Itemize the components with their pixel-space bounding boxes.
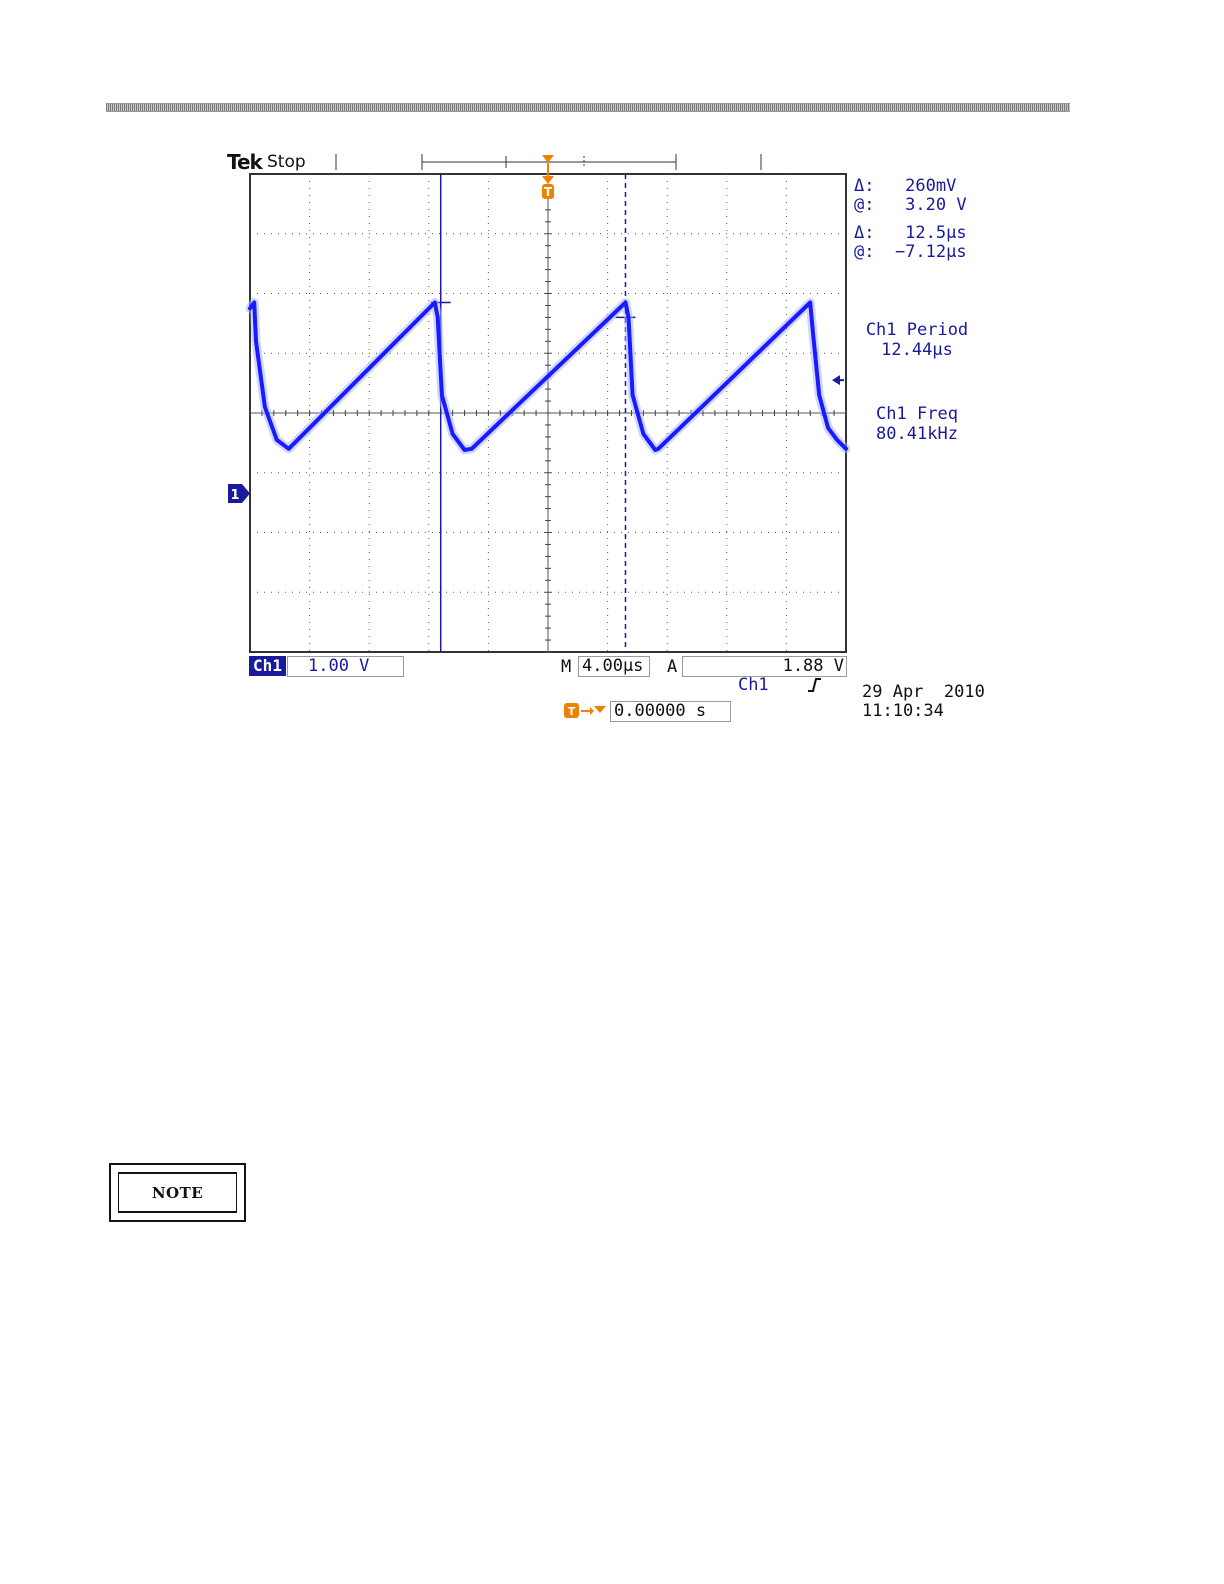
measurement-value: 80.41kHz — [876, 424, 958, 444]
graticule-grid — [249, 173, 847, 653]
note-callout: NOTE — [109, 1163, 246, 1222]
channel-marker-label: 1 — [230, 488, 239, 503]
header-rule — [106, 103, 1070, 112]
time-at-readout: @: −7.12μs — [854, 242, 967, 262]
measurement-label: Ch1 Freq — [876, 404, 958, 424]
trigger-marker-label: T — [544, 185, 553, 199]
trace-layer — [245, 298, 851, 455]
record-length-bar — [335, 154, 762, 170]
time-delta-readout: Δ: 12.5μs — [854, 223, 967, 243]
measurement-frequency: Ch1 Freq 80.41kHz — [856, 404, 978, 444]
trigger-offset-box: 0.00000 s — [610, 701, 731, 722]
trigger-level-arrow — [832, 375, 844, 386]
capture-time: 11:10:34 — [862, 701, 944, 721]
timebase: 4.00μs — [582, 656, 644, 676]
volts-per-div-box: 1.00 V — [287, 656, 404, 677]
rising-edge-icon — [745, 658, 822, 717]
voltage-delta-readout: Δ: 260mV — [854, 176, 957, 196]
volts-per-div: 1.00 V — [308, 656, 370, 676]
measurement-value: 12.44μs — [881, 340, 953, 360]
note-label: NOTE — [118, 1172, 237, 1213]
acquisition-status: Stop — [267, 152, 306, 172]
channel-1-ground-marker: 1 — [228, 484, 250, 503]
trigger-position-marker: T — [542, 155, 554, 199]
trigger-level-arrowhead — [832, 375, 840, 386]
trigger-offset: 0.00000 s — [614, 701, 707, 721]
channel-1-trace — [248, 300, 848, 452]
scope-display: T 1 — [228, 154, 851, 653]
voltage-at-readout: @: 3.20 V — [854, 195, 967, 215]
svg-text:T: T — [568, 705, 576, 718]
trigger-source: Ch1 — [737, 675, 769, 695]
timebase-prefix: M — [561, 657, 572, 677]
trigger-offset-icon: T — [563, 702, 607, 724]
trigger-level: 1.88 V — [782, 656, 844, 676]
oscilloscope-screenshot: Tek Stop T 1 — [0, 0, 1224, 740]
trigger-mode: A — [667, 657, 678, 677]
measurement-label: Ch1 Period — [865, 320, 969, 340]
trigger-settings-box: Ch1 1.88 V — [682, 656, 847, 695]
measurement-period: Ch1 Period 12.44μs — [856, 320, 978, 360]
channel-badge: Ch1 — [249, 656, 286, 676]
brand-logo: Tek — [227, 150, 263, 174]
capture-date: 29 Apr 2010 — [862, 682, 985, 702]
timebase-box: 4.00μs — [578, 656, 650, 677]
